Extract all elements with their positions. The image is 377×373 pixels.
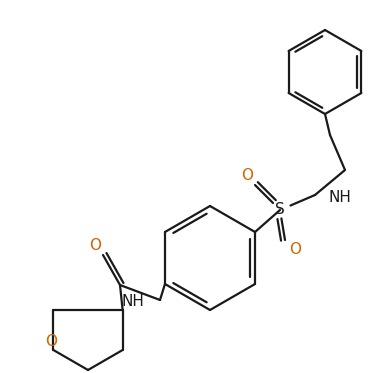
Text: O: O — [89, 238, 101, 253]
Text: O: O — [241, 167, 253, 182]
Text: S: S — [275, 203, 285, 217]
Text: NH: NH — [121, 295, 144, 310]
Text: O: O — [45, 335, 57, 350]
Text: NH: NH — [329, 189, 352, 204]
Text: O: O — [289, 242, 301, 257]
